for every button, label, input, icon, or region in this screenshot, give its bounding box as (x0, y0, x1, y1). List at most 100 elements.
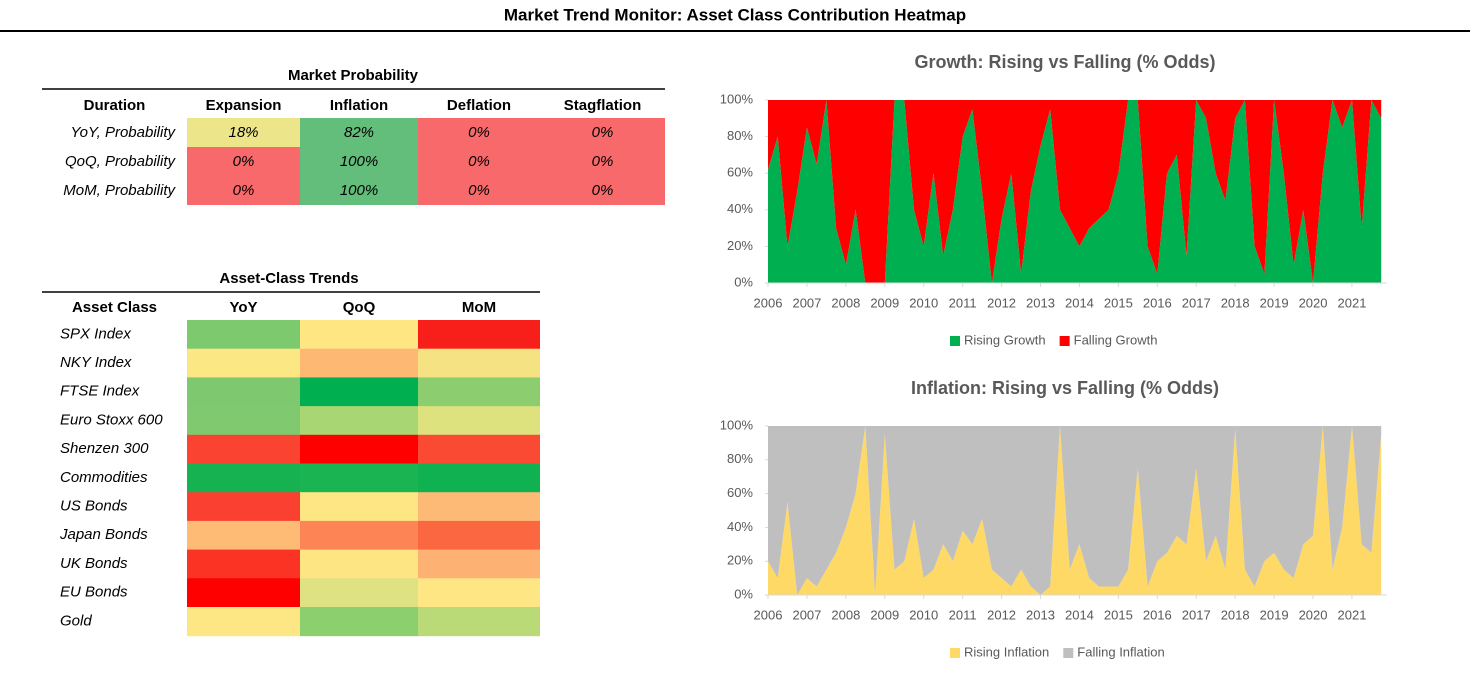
row-label: Euro Stoxx 600 (60, 411, 163, 428)
x-tick-label: 2006 (754, 295, 783, 310)
legend-swatch (1059, 336, 1070, 346)
area (768, 100, 1382, 283)
heat-cell (187, 549, 300, 579)
cell-value: 0% (233, 182, 255, 199)
row-label: US Bonds (60, 498, 128, 515)
area (768, 426, 1382, 595)
heat-cell (418, 118, 540, 147)
cell-value: 0% (468, 124, 490, 141)
row-label: NKY Index (60, 354, 132, 371)
column-header: Asset Class (72, 299, 157, 316)
row-label: Japan Bonds (59, 526, 148, 543)
row-label: EU Bonds (60, 584, 128, 601)
x-tick-label: 2009 (870, 295, 899, 310)
x-tick-label: 2014 (1065, 295, 1094, 310)
heat-cell (300, 377, 418, 407)
y-tick-label: 40% (727, 201, 753, 216)
column-header: Expansion (206, 97, 282, 114)
heat-cell (300, 118, 418, 147)
heat-cell (187, 176, 300, 205)
x-tick-label: 2018 (1221, 607, 1250, 622)
row-label: UK Bonds (60, 555, 128, 572)
column-header: QoQ (343, 299, 376, 316)
legend-swatch (950, 648, 960, 658)
x-tick-label: 2007 (792, 607, 821, 622)
heat-cell (300, 607, 418, 637)
table-title: Market Probability (288, 67, 419, 84)
page-title: Market Trend Monitor: Asset Class Contri… (504, 5, 966, 24)
heat-cell (418, 463, 540, 493)
heat-cell (187, 348, 300, 378)
heat-cell (187, 377, 300, 407)
heat-cell (418, 434, 540, 464)
row-label: FTSE Index (60, 383, 140, 400)
heat-cell (300, 176, 418, 205)
heat-cell (418, 147, 540, 176)
heat-cell (418, 176, 540, 205)
heat-cell (418, 406, 540, 436)
heat-cell (300, 549, 418, 579)
legend-swatch (950, 336, 960, 346)
legend-label: Rising Inflation (964, 644, 1049, 659)
heat-cell (187, 320, 300, 350)
x-tick-label: 2012 (987, 295, 1016, 310)
y-tick-label: 80% (727, 128, 753, 143)
y-tick-label: 40% (727, 519, 753, 534)
area (768, 426, 1382, 595)
row-label: SPX Index (60, 325, 131, 342)
column-header: Inflation (330, 97, 388, 114)
x-tick-label: 2007 (792, 295, 821, 310)
x-tick-label: 2009 (870, 607, 899, 622)
row-label: YoY, Probability (70, 124, 176, 141)
heat-cell (418, 377, 540, 407)
y-tick-label: 20% (727, 553, 753, 568)
heat-cell (418, 578, 540, 608)
legend-label: Rising Growth (964, 332, 1046, 347)
column-header: YoY (229, 299, 257, 316)
row-label: Shenzen 300 (60, 440, 149, 457)
x-tick-label: 2021 (1338, 607, 1367, 622)
heat-cell (187, 406, 300, 436)
heat-cell (418, 348, 540, 378)
x-tick-label: 2020 (1299, 607, 1328, 622)
heat-cell (300, 348, 418, 378)
heat-cell (418, 492, 540, 522)
cell-value: 0% (468, 153, 490, 170)
x-tick-label: 2014 (1065, 607, 1094, 622)
legend-swatch (1063, 648, 1074, 658)
y-tick-label: 60% (727, 485, 753, 500)
x-tick-label: 2020 (1299, 295, 1328, 310)
cell-value: 0% (592, 182, 614, 199)
heat-cell (418, 607, 540, 637)
area (768, 100, 1382, 283)
cell-value: 0% (233, 153, 255, 170)
column-header: Deflation (447, 97, 511, 114)
x-tick-label: 2013 (1026, 607, 1055, 622)
row-label: Commodities (60, 469, 148, 486)
x-tick-label: 2012 (987, 607, 1016, 622)
x-tick-label: 2021 (1338, 295, 1367, 310)
x-tick-label: 2019 (1260, 295, 1289, 310)
column-header: Stagflation (564, 97, 642, 114)
chart-title: Growth: Rising vs Falling (% Odds) (914, 52, 1215, 72)
x-tick-label: 2015 (1104, 295, 1133, 310)
heat-cell (418, 520, 540, 551)
y-tick-label: 0% (734, 586, 753, 601)
x-tick-label: 2016 (1143, 295, 1172, 310)
row-label: Gold (60, 612, 92, 629)
x-tick-label: 2008 (831, 607, 860, 622)
x-tick-label: 2018 (1221, 295, 1250, 310)
heat-cell (300, 434, 418, 464)
heat-cell (300, 578, 418, 608)
x-tick-label: 2011 (949, 607, 977, 622)
legend-label: Falling Inflation (1077, 644, 1164, 659)
heat-cell (187, 578, 300, 608)
cell-value: 0% (592, 124, 614, 141)
heat-cell (187, 147, 300, 176)
heat-cell (187, 492, 300, 522)
legend-label: Falling Growth (1074, 332, 1158, 347)
x-tick-label: 2008 (831, 295, 860, 310)
heat-cell (187, 463, 300, 493)
column-header: Duration (84, 97, 146, 114)
